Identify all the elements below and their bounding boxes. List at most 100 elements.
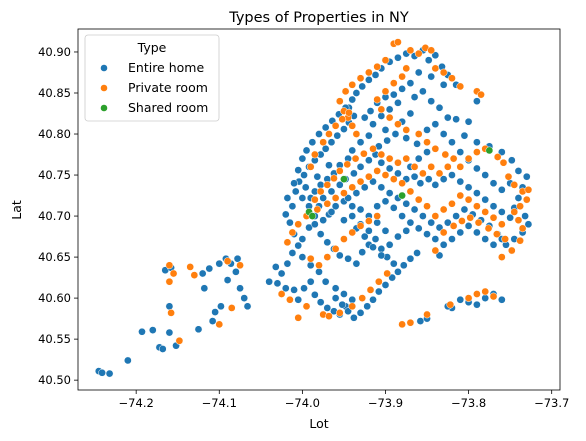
point-entire-home xyxy=(148,326,157,334)
point-entire-home xyxy=(448,235,456,243)
point-private-room xyxy=(356,74,365,83)
point-entire-home xyxy=(325,161,333,170)
point-private-room xyxy=(331,194,340,202)
point-private-room xyxy=(514,216,523,225)
point-private-room xyxy=(402,64,411,73)
legend-label-private-room: Private room xyxy=(128,80,208,95)
point-private-room xyxy=(464,195,473,204)
point-entire-home xyxy=(489,240,498,249)
point-entire-home xyxy=(310,290,319,299)
point-private-room xyxy=(458,217,466,225)
point-entire-home xyxy=(377,251,386,260)
point-private-room xyxy=(383,269,391,278)
point-private-room xyxy=(316,187,325,196)
point-entire-home xyxy=(217,302,225,311)
point-private-room xyxy=(516,202,524,211)
point-private-room xyxy=(165,277,174,286)
point-entire-home xyxy=(489,202,498,211)
point-entire-home xyxy=(363,302,372,311)
point-private-room xyxy=(439,228,448,237)
point-private-room xyxy=(302,302,311,311)
point-entire-home xyxy=(331,202,340,211)
point-entire-home xyxy=(402,199,411,208)
point-entire-home xyxy=(327,208,336,216)
point-entire-home xyxy=(394,268,402,276)
point-entire-home xyxy=(439,130,448,138)
point-entire-home xyxy=(435,251,444,260)
point-entire-home xyxy=(394,98,402,107)
point-private-room xyxy=(373,95,382,104)
x-axis: −74.2 −74.1 −74.0 −73.9 −73.8 −73.7 xyxy=(119,390,569,410)
point-entire-home xyxy=(374,287,383,296)
point-entire-home xyxy=(452,115,460,124)
point-entire-home xyxy=(306,277,315,286)
point-entire-home xyxy=(373,202,382,211)
point-entire-home xyxy=(369,295,377,304)
plot-area-frame xyxy=(77,28,561,391)
point-private-room xyxy=(313,205,322,214)
point-entire-home xyxy=(298,154,307,163)
point-private-room xyxy=(167,309,175,317)
point-entire-home xyxy=(358,82,367,91)
point-entire-home xyxy=(352,89,361,97)
point-entire-home xyxy=(348,295,357,304)
point-private-room xyxy=(474,218,483,227)
x-tick-label: −74.0 xyxy=(285,396,320,410)
point-private-room xyxy=(439,68,448,77)
point-entire-home xyxy=(327,187,336,196)
point-entire-home xyxy=(316,230,325,238)
point-entire-home xyxy=(394,232,402,241)
point-private-room xyxy=(352,130,361,138)
point-private-room xyxy=(431,246,440,255)
point-private-room xyxy=(277,290,286,298)
point-private-room xyxy=(373,167,382,175)
point-private-room xyxy=(374,277,383,286)
point-entire-home xyxy=(308,138,317,147)
point-private-room xyxy=(419,169,427,178)
point-shared-room xyxy=(485,146,494,155)
point-entire-home xyxy=(369,177,377,186)
point-entire-home xyxy=(507,156,516,165)
point-entire-home xyxy=(373,218,382,227)
point-shared-room xyxy=(340,175,348,183)
plot-points xyxy=(94,38,533,378)
point-entire-home xyxy=(456,177,465,186)
point-private-room xyxy=(338,115,347,124)
point-shared-room xyxy=(308,212,317,220)
point-entire-home xyxy=(413,249,421,257)
point-private-room xyxy=(464,294,473,302)
point-entire-home xyxy=(290,286,298,294)
point-private-room xyxy=(294,220,303,229)
point-private-room xyxy=(456,162,465,171)
point-entire-home xyxy=(286,218,294,227)
point-private-room xyxy=(283,238,292,247)
point-entire-home xyxy=(473,300,481,309)
point-entire-home xyxy=(460,205,469,214)
point-private-room xyxy=(431,64,440,73)
point-private-room xyxy=(473,148,481,156)
point-entire-home xyxy=(481,171,490,179)
point-entire-home xyxy=(321,144,330,153)
point-entire-home xyxy=(294,241,303,250)
point-private-room xyxy=(398,72,406,81)
point-entire-home xyxy=(321,123,330,132)
point-entire-home xyxy=(365,156,373,165)
point-entire-home xyxy=(489,179,498,188)
point-entire-home xyxy=(335,251,344,260)
legend-label-entire-home: Entire home xyxy=(128,60,204,75)
point-entire-home xyxy=(464,222,473,230)
point-private-room xyxy=(435,169,444,178)
point-private-room xyxy=(510,208,519,216)
point-private-room xyxy=(497,220,506,229)
point-entire-home xyxy=(402,134,411,142)
point-entire-home xyxy=(356,309,365,317)
point-private-room xyxy=(524,185,533,194)
point-private-room xyxy=(406,46,415,55)
point-private-room xyxy=(389,79,398,88)
point-entire-home xyxy=(233,254,242,263)
point-private-room xyxy=(186,263,195,271)
point-entire-home xyxy=(419,212,427,220)
point-entire-home xyxy=(310,220,319,229)
point-entire-home xyxy=(340,125,348,133)
point-entire-home xyxy=(424,56,433,65)
